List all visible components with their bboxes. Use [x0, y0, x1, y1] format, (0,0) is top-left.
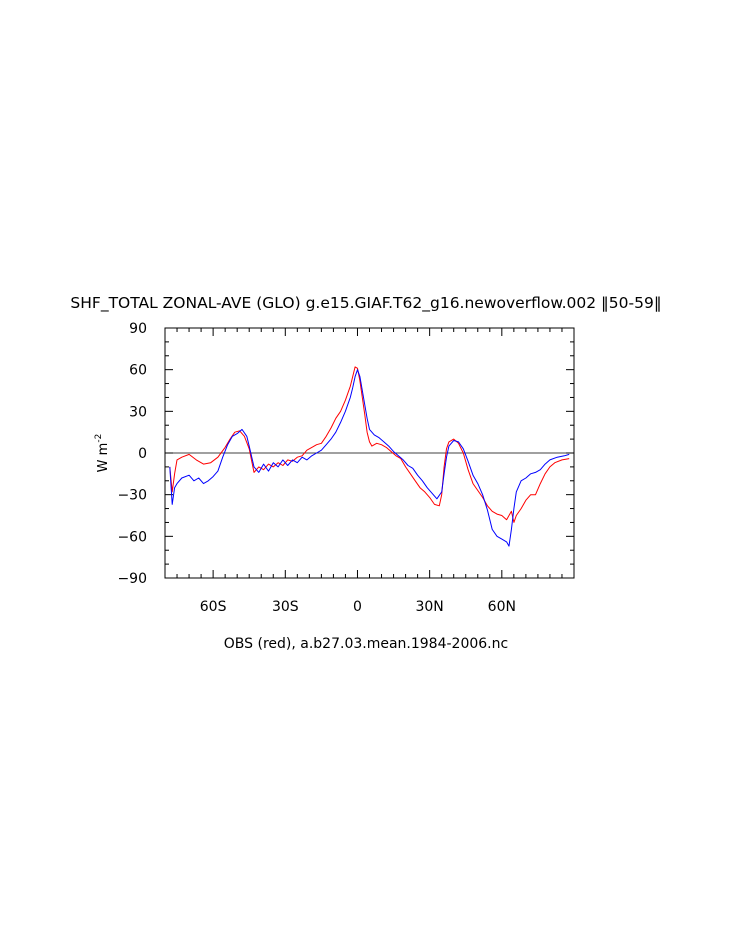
- y-tick-label: −90: [117, 571, 147, 587]
- y-tick-label: 30: [129, 404, 147, 420]
- x-tick-label: 60N: [488, 599, 516, 615]
- series-group: [169, 366, 570, 547]
- y-axis-label: W m-2: [94, 434, 111, 473]
- x-axis-label: OBS (red), a.b27.03.mean.1984-2006.nc: [224, 636, 508, 652]
- y-tick-label: 90: [129, 321, 147, 337]
- plot-area: 90 60 30 0 −30 −60 −90 60S 30S 0 30N 60N: [117, 321, 575, 615]
- y-tick-label: −60: [117, 529, 147, 545]
- x-tick-label: 0: [353, 599, 362, 615]
- y-tick-label: 60: [129, 363, 147, 379]
- x-tick-label: 30N: [415, 599, 443, 615]
- x-axis-ticks: 60S 30S 0 30N 60N: [176, 328, 563, 615]
- x-tick-label: 30S: [272, 599, 299, 615]
- y-axis-ticks: 90 60 30 0 −30 −60 −90: [117, 321, 574, 587]
- series-line-0: [169, 366, 570, 523]
- y-axis-label-exponent: -2: [94, 434, 104, 443]
- y-axis-label-text: W m: [96, 443, 111, 473]
- series-line-1: [169, 369, 570, 547]
- y-tick-label: 0: [138, 446, 147, 462]
- svg-text:W m-2: W m-2: [94, 434, 111, 473]
- y-tick-label: −30: [117, 488, 147, 504]
- chart-title: SHF_TOTAL ZONAL-AVE (GLO) g.e15.GIAF.T62…: [70, 294, 661, 313]
- x-tick-label: 60S: [200, 599, 227, 615]
